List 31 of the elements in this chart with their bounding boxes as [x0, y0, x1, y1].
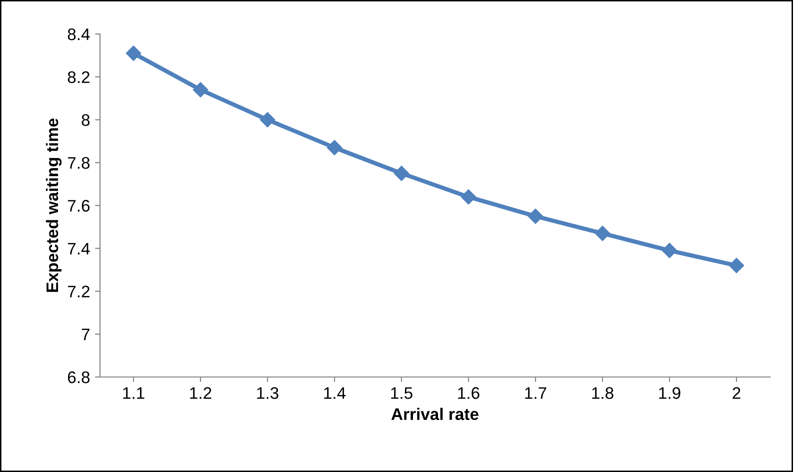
x-tick-label: 1.6	[458, 387, 480, 399]
point	[728, 258, 744, 274]
point	[460, 189, 476, 204]
y-tick-label: 8	[82, 114, 90, 126]
point	[528, 208, 544, 224]
point	[260, 112, 276, 128]
x-tick-label: 1.9	[659, 387, 680, 399]
y-axis-title: Expected waiting time	[46, 118, 62, 292]
x-tick-label: 1.3	[257, 387, 278, 399]
point	[394, 166, 410, 181]
y-tick-label: 7.4	[68, 242, 90, 254]
x-axis-title: Arrival rate	[391, 408, 478, 420]
point	[192, 82, 208, 98]
point	[326, 140, 342, 156]
x-tick-label: 1.7	[525, 387, 546, 399]
point	[126, 46, 142, 61]
x-tick-label: 1.1	[123, 387, 144, 399]
x-tick-label: 1.2	[190, 387, 212, 399]
x-tick-label: 1.5	[391, 387, 412, 399]
y-tick-label: 8.2	[68, 71, 90, 84]
point	[662, 242, 678, 258]
y-tick-label: 7	[82, 328, 90, 340]
x-tick-label: 1.4	[324, 387, 346, 399]
x-tick-label: 1.8	[592, 387, 614, 399]
point	[594, 226, 610, 241]
y-tick-label: 8.4	[68, 28, 90, 40]
y-tick-label: 7.8	[68, 157, 90, 169]
y-tick-label: 7.6	[68, 200, 90, 212]
x-tick-label: 2	[732, 387, 740, 399]
y-tick-label: 6.8	[68, 371, 90, 384]
y-tick-label: 7.2	[68, 286, 90, 298]
